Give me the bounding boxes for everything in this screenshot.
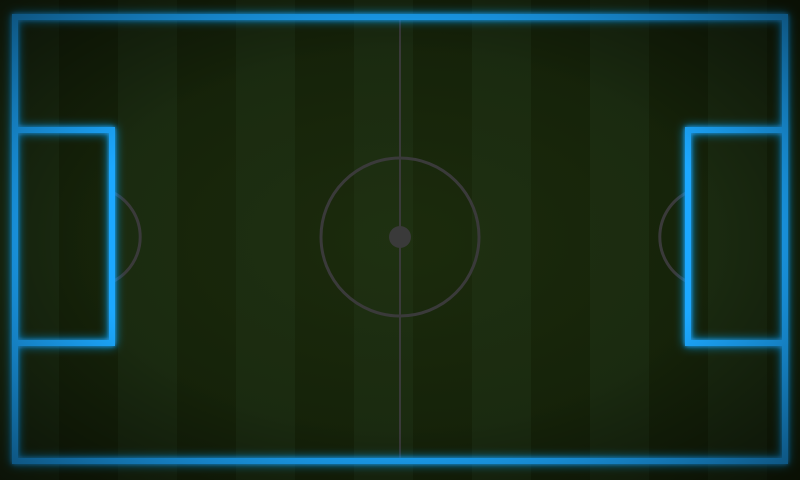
left-penalty-arc xyxy=(111,190,142,284)
center-spot xyxy=(389,226,411,248)
right-goal-box xyxy=(685,127,785,346)
left-goal-box xyxy=(15,127,115,346)
right-penalty-arc xyxy=(658,190,689,284)
